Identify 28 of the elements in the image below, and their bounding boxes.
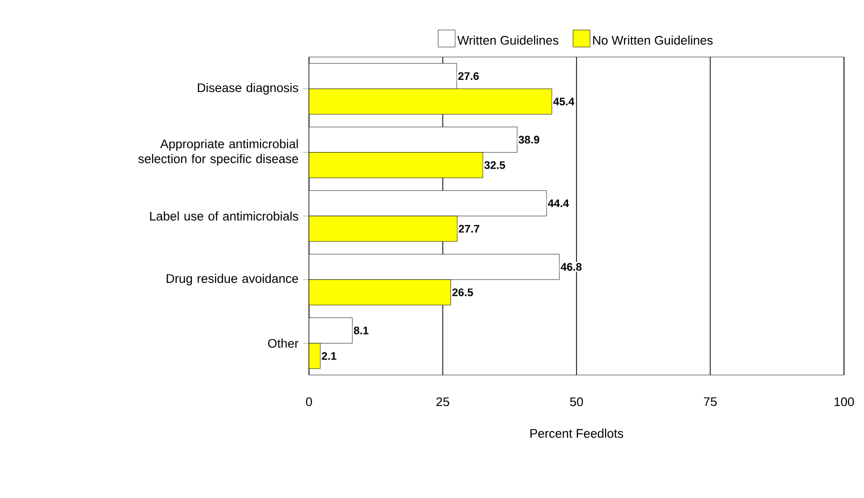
y-tick-label: Other xyxy=(268,338,298,348)
bar xyxy=(309,88,552,114)
y-tick-label: Disease diagnosis xyxy=(198,82,298,95)
x-axis-title: Percent Feedlots xyxy=(530,428,624,438)
data-label: 46.8 xyxy=(560,263,582,271)
data-label: 38.9 xyxy=(518,136,540,144)
x-tick-label: 50 xyxy=(570,397,583,406)
data-label: 45.4 xyxy=(553,98,574,106)
data-label: 32.5 xyxy=(484,161,506,170)
x-tick-label: 0 xyxy=(306,397,312,406)
x-tick-label: 75 xyxy=(704,397,717,406)
x-tick-label: 100 xyxy=(834,397,854,406)
legend-label: No Written Guidelines xyxy=(593,36,713,45)
data-label: 44.4 xyxy=(548,200,570,208)
data-label: 8.1 xyxy=(354,326,368,334)
y-tick-label: Drug residue avoidance xyxy=(166,274,298,286)
data-label: 2.1 xyxy=(322,352,336,360)
series-label: Written Guidelines xyxy=(457,36,558,45)
y-tick-label: Label use of antimicrobials xyxy=(150,211,298,221)
bar xyxy=(309,279,451,306)
data-label: 26.5 xyxy=(452,288,473,296)
bar xyxy=(309,343,320,369)
bar xyxy=(309,216,458,242)
bar xyxy=(309,152,484,178)
data-label: 27.7 xyxy=(458,224,480,233)
x-tick-label: 25 xyxy=(436,397,450,406)
y-tick-label: Appropriate antimicrobial selection for specific disease xyxy=(138,139,298,166)
data-label: 27.6 xyxy=(458,72,479,80)
